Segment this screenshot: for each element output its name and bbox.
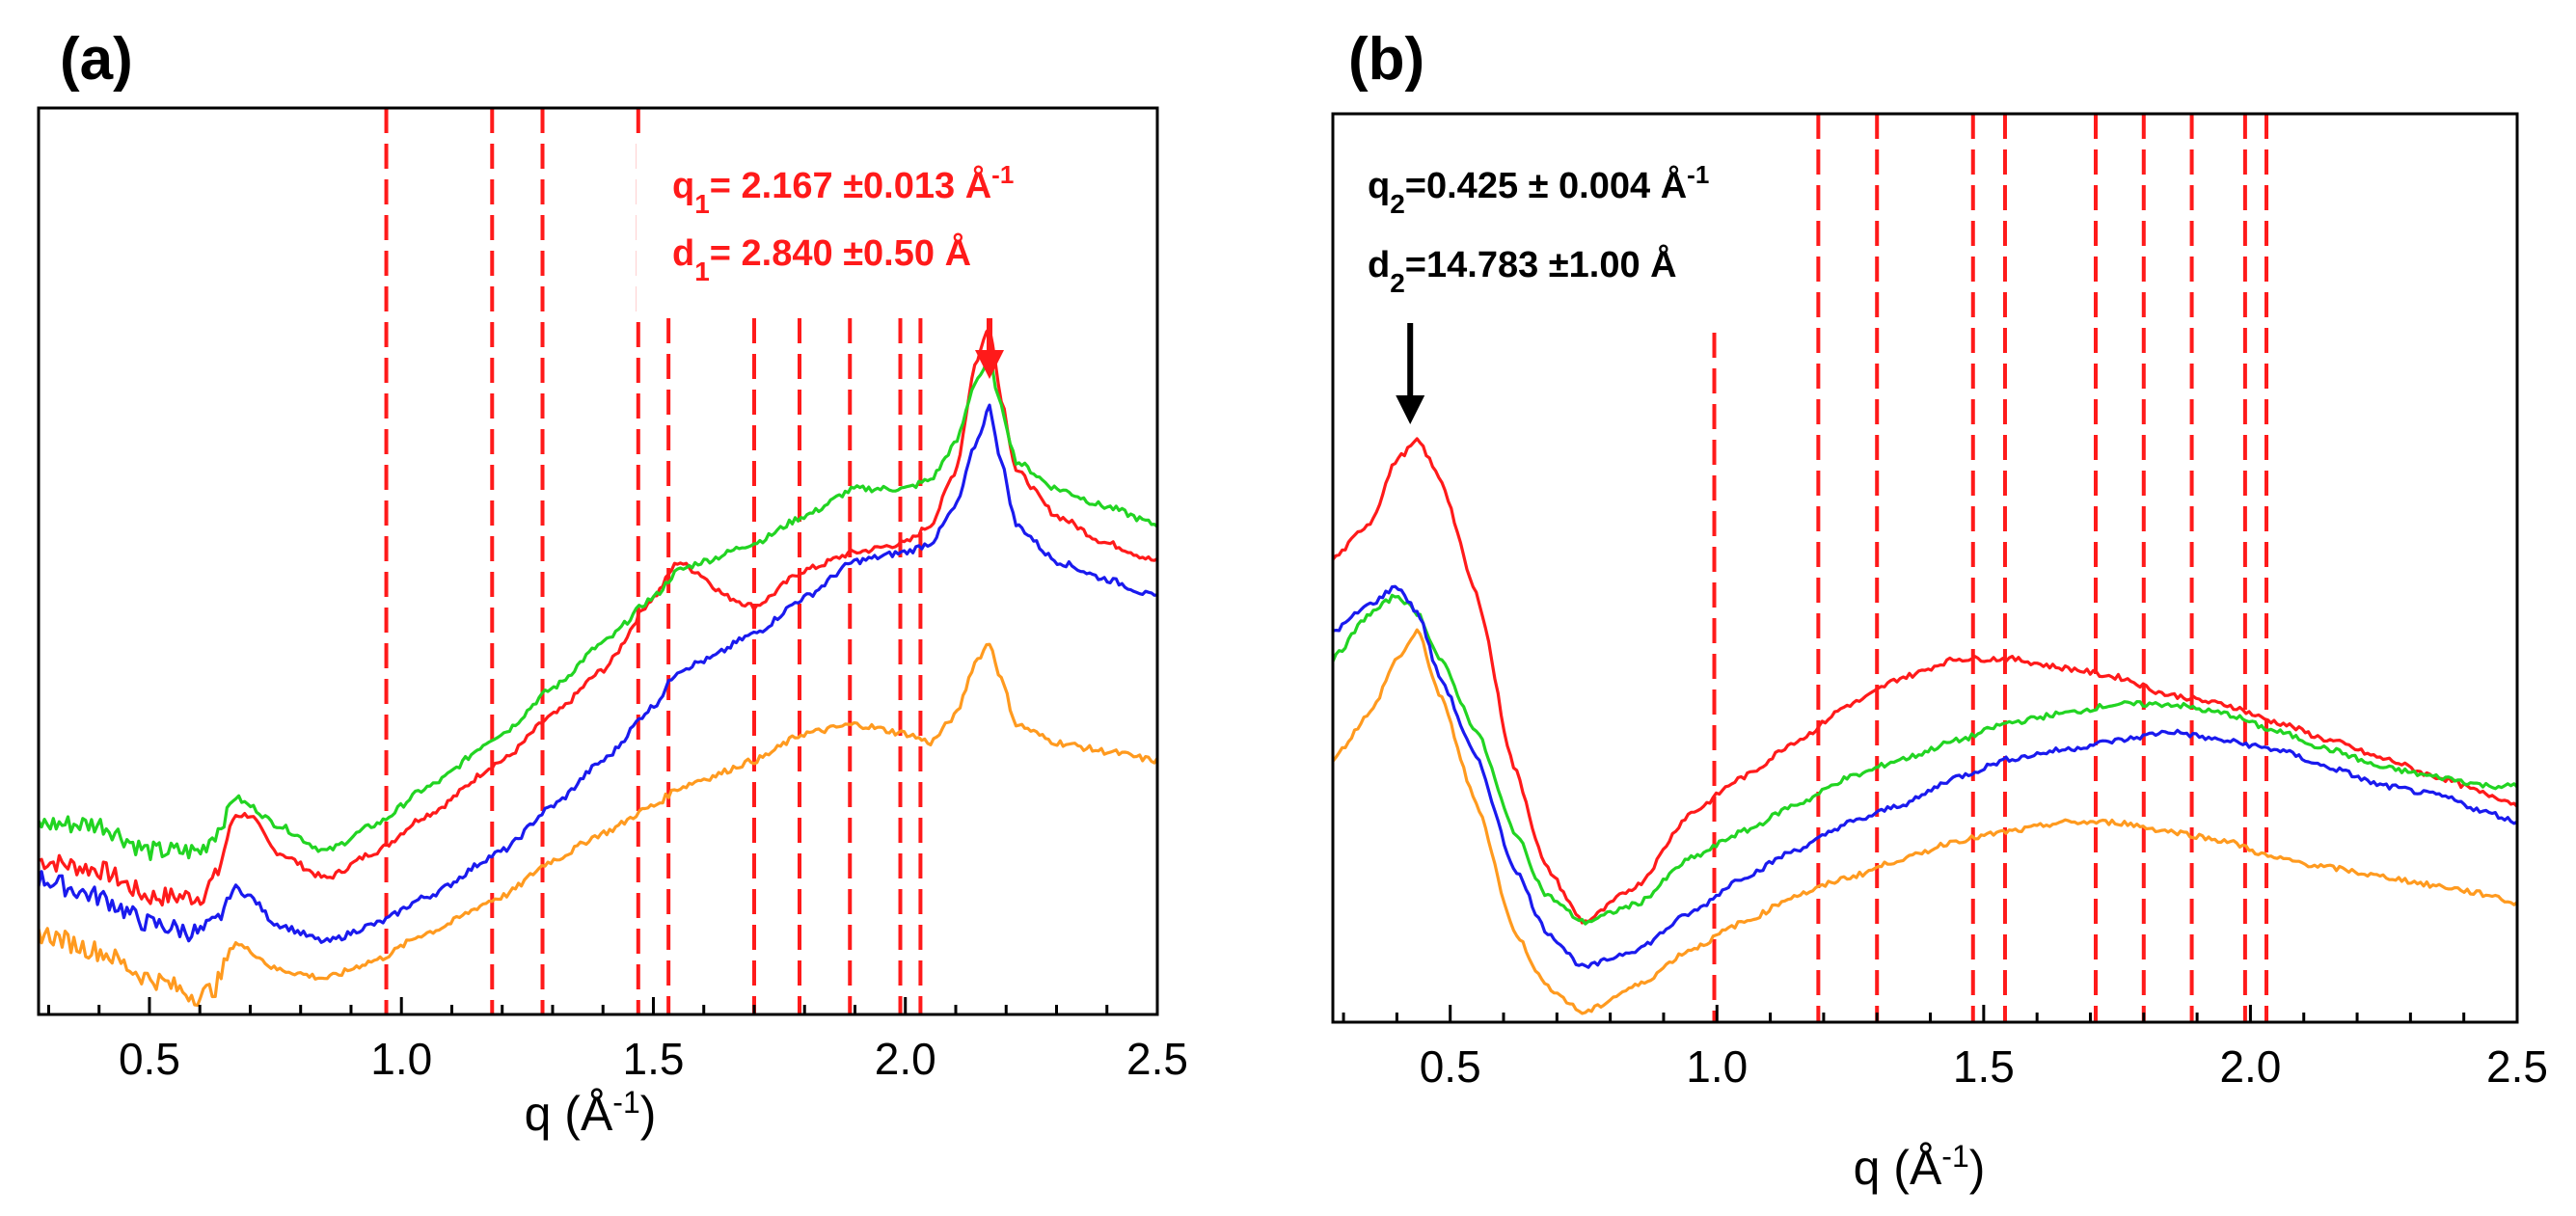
- b-series-green: [1331, 593, 2519, 926]
- b-x-tick-label: 2.5: [2486, 1041, 2548, 1092]
- b-series-blue: [1332, 584, 2518, 969]
- a-x-tick-label: 0.5: [119, 1034, 180, 1084]
- a-peak-arrow-head: [975, 350, 1004, 379]
- panel-a-annotation-d1: d1= 2.840 ±0.50 Å: [672, 231, 971, 286]
- b-peak-arrow-head: [1396, 395, 1425, 424]
- panel-b-curves: [1331, 437, 2519, 1015]
- panel-a: (a) q1= 2.167 ±0.013 Å-1 d1= 2.840 ±0.50…: [37, 26, 1188, 1141]
- panel-b-annotation-background: [1697, 135, 1775, 333]
- panel-b-annotation-q2: q2=0.425 ± 0.004 Å-1: [1368, 160, 1709, 219]
- a-x-tick-label: 2.5: [1126, 1034, 1188, 1084]
- a-series-red: [38, 326, 1158, 907]
- a-x-tick-label: 1.0: [370, 1034, 432, 1084]
- panel-a-annotation-q1: q1= 2.167 ±0.013 Å-1: [672, 160, 1014, 219]
- panel-a-curves: [37, 326, 1159, 1007]
- b-x-tick-label: 0.5: [1420, 1041, 1481, 1092]
- panel-a-annotation-background: [637, 135, 1032, 318]
- panel-b-plot-frame: [1331, 112, 2519, 1024]
- panel-a-x-axis: 0.5 1.0 1.5 2.0 2.5: [46, 997, 1188, 1084]
- a-series-green: [37, 359, 1159, 861]
- b-x-tick-label: 1.5: [1953, 1041, 2015, 1092]
- panel-b-reference-lines: [1712, 114, 2269, 1022]
- a-x-tick-label: 1.5: [623, 1034, 685, 1084]
- a-series-orange: [37, 642, 1159, 1007]
- b-x-tick-label: 1.0: [1686, 1041, 1748, 1092]
- panel-b: (b) q2=0.425 ± 0.004 Å-1 d2=14.783 ±1.00…: [1331, 26, 2548, 1195]
- panel-a-peak-arrow: [975, 318, 1004, 379]
- panel-b-x-axis: 0.5 1.0 1.5 2.0 2.5: [1342, 1005, 2548, 1092]
- a-series-blue: [37, 403, 1158, 944]
- panel-b-annotation-d2: d2=14.783 ±1.00 Å: [1368, 243, 1677, 298]
- panel-label-a: (a): [60, 26, 133, 93]
- b-series-red: [1331, 437, 2519, 925]
- panel-b-peak-arrow: [1396, 323, 1425, 424]
- panel-a-x-axis-title: q (Å-1): [525, 1085, 657, 1141]
- a-x-tick-label: 2.0: [875, 1034, 936, 1084]
- b-series-orange: [1331, 628, 2519, 1015]
- b-x-tick-label: 2.0: [2219, 1041, 2281, 1092]
- panel-label-b: (b): [1348, 26, 1424, 93]
- panel-b-x-axis-title: q (Å-1): [1854, 1139, 1986, 1195]
- panel-a-plot-frame: [37, 106, 1159, 1016]
